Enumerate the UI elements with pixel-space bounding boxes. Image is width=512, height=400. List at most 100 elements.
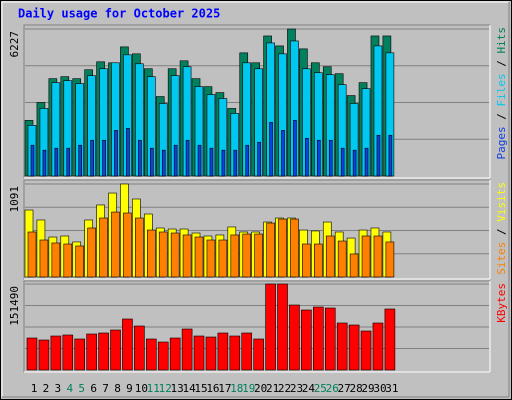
x-tick-label: 15 [194, 382, 207, 395]
bar [197, 144, 202, 177]
bar [289, 304, 300, 371]
x-tick-label: 29 [361, 382, 374, 395]
bar [102, 139, 106, 177]
bar [281, 130, 285, 177]
bar [90, 139, 94, 177]
bar [245, 144, 250, 177]
bar [325, 235, 335, 278]
bar [360, 330, 372, 371]
bar [111, 211, 120, 278]
bar [123, 212, 132, 278]
bar [277, 283, 288, 371]
bar [135, 217, 144, 278]
legend-entry: KBytes [495, 283, 508, 323]
x-tick-label: 21 [266, 382, 279, 395]
x-tick-label: 19 [242, 382, 255, 395]
bar [27, 231, 37, 278]
bar [170, 232, 180, 278]
bar [349, 253, 359, 278]
x-tick-label: 20 [254, 382, 267, 395]
bar [126, 128, 130, 177]
x-tick-label: 13 [171, 382, 184, 395]
bar [169, 337, 181, 371]
bar [269, 122, 273, 177]
bar [293, 120, 297, 177]
bar [39, 239, 49, 278]
bar [51, 242, 61, 278]
bar [161, 149, 166, 177]
y-tick-label: 151490 [8, 286, 21, 326]
x-tick-label: 6 [90, 382, 97, 395]
bar [376, 134, 381, 177]
legend-entry: Visits [495, 182, 508, 222]
bar [254, 233, 263, 278]
bar [388, 134, 393, 177]
bar [110, 329, 121, 371]
bar [372, 322, 384, 371]
bar [173, 144, 178, 177]
bar [301, 309, 312, 371]
legend-separator: / [495, 54, 508, 74]
bar [373, 235, 383, 278]
bar [290, 218, 299, 278]
bar [122, 318, 133, 371]
x-tick-label: 12 [159, 382, 172, 395]
bar [221, 149, 226, 177]
bar [26, 337, 38, 371]
bar [50, 335, 62, 371]
bar [75, 245, 85, 278]
bar [364, 147, 369, 177]
bar [313, 306, 324, 371]
bar [336, 322, 348, 371]
legend-entry: Hits [495, 27, 508, 54]
bar [217, 332, 229, 371]
x-tick-label: 26 [326, 382, 339, 395]
bar [305, 137, 309, 177]
bar [147, 229, 156, 278]
x-tick-label: 22 [278, 382, 291, 395]
bar [314, 243, 323, 278]
x-tick-label: 16 [206, 382, 219, 395]
legend: Sites / Visits [495, 182, 508, 275]
x-tick-label: 3 [55, 382, 62, 395]
x-tick-label: 24 [302, 382, 316, 395]
chart-title: Daily usage for October 2025 [18, 7, 220, 21]
x-tick-label: 31 [385, 382, 398, 395]
x-tick-label: 23 [290, 382, 303, 395]
bar [78, 144, 83, 177]
x-tick-label: 5 [78, 382, 85, 395]
legend-separator: / [495, 222, 508, 242]
bar [182, 234, 192, 278]
x-tick-label: 17 [218, 382, 231, 395]
bar [324, 307, 336, 371]
bar [30, 144, 35, 177]
bar [206, 239, 216, 278]
bar [205, 336, 217, 371]
legend: KBytes [495, 283, 508, 323]
bar [340, 147, 345, 177]
bar [114, 130, 118, 177]
bar [38, 339, 50, 371]
x-tick-label: 2 [43, 382, 50, 395]
legend-entry: Files [495, 73, 508, 106]
bar [146, 338, 157, 371]
x-tick-label: 27 [338, 382, 351, 395]
x-tick-label: 18 [230, 382, 243, 395]
bar [150, 147, 154, 177]
bar [253, 338, 264, 371]
bar [42, 149, 47, 177]
x-tick-label: 30 [373, 382, 386, 395]
y-tick-label: 6227 [8, 31, 21, 58]
bar [181, 328, 193, 371]
bar [352, 149, 357, 177]
legend-entry: Sites [495, 242, 508, 275]
bar [74, 338, 86, 371]
x-tick-label: 4 [66, 382, 73, 395]
bar [361, 235, 371, 278]
bar [302, 243, 311, 278]
x-tick-label: 11 [147, 382, 160, 395]
bar [278, 218, 287, 278]
y-tick-label: 1091 [8, 186, 21, 213]
bar [86, 333, 97, 371]
bar [348, 324, 360, 371]
